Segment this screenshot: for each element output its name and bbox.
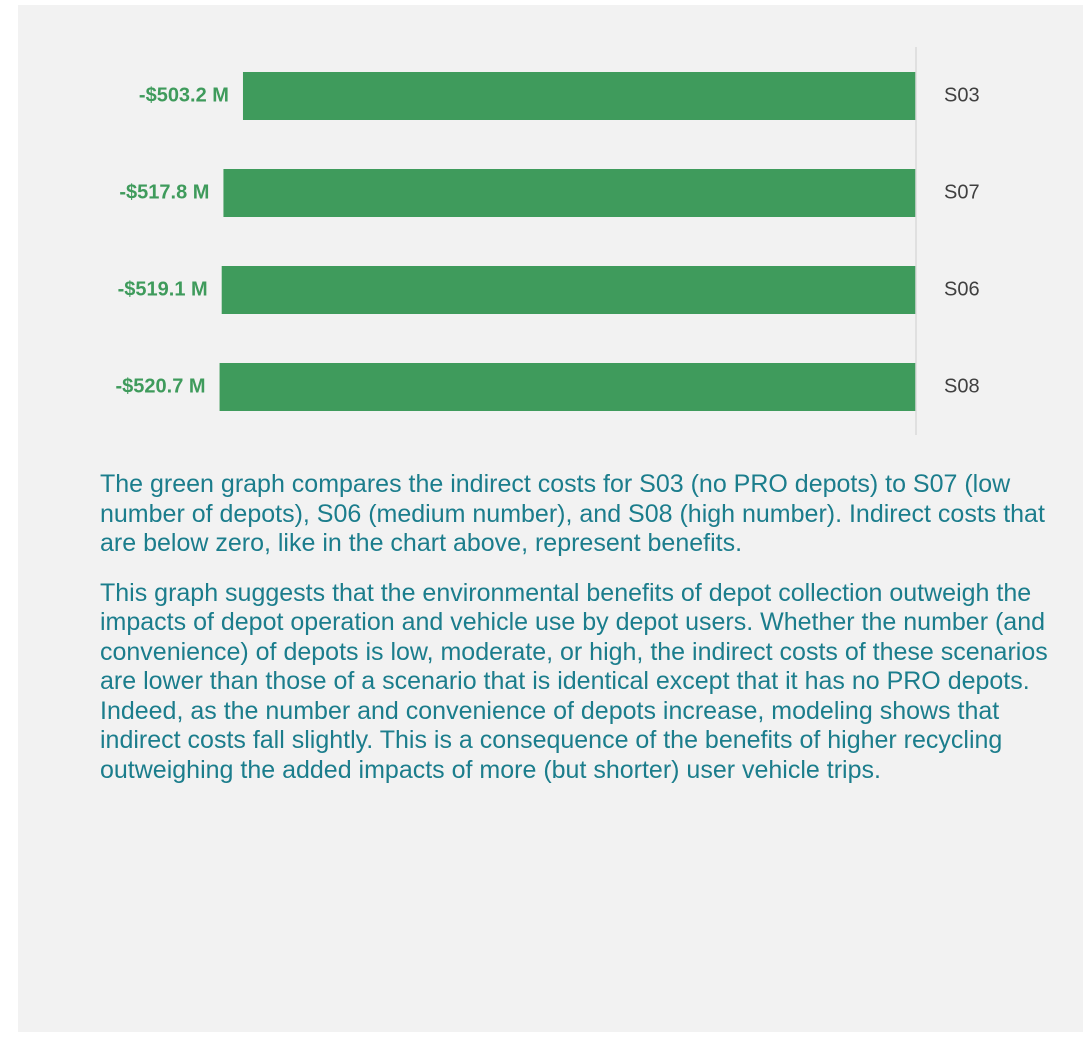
paragraph: This graph suggests that the environment… <box>100 578 1048 784</box>
bar <box>221 266 917 314</box>
category-label: S07 <box>944 181 980 203</box>
category-label: S06 <box>944 278 980 300</box>
value-label: -$519.1 M <box>118 278 208 300</box>
value-label: -$503.2 M <box>139 84 229 106</box>
bar <box>219 363 917 411</box>
category-label: S03 <box>944 84 980 106</box>
description: The green graph compares the indirect co… <box>100 470 1075 805</box>
value-label: -$517.8 M <box>119 181 209 203</box>
value-label: -$520.7 M <box>116 375 206 397</box>
paragraph: The green graph compares the indirect co… <box>100 470 1045 557</box>
bar <box>242 72 917 120</box>
bar <box>223 169 916 217</box>
chart: -$503.2 M S03 -$517.8 M S07 -$519.1 M S06 -$52… <box>116 47 980 435</box>
category-label: S08 <box>944 375 980 397</box>
